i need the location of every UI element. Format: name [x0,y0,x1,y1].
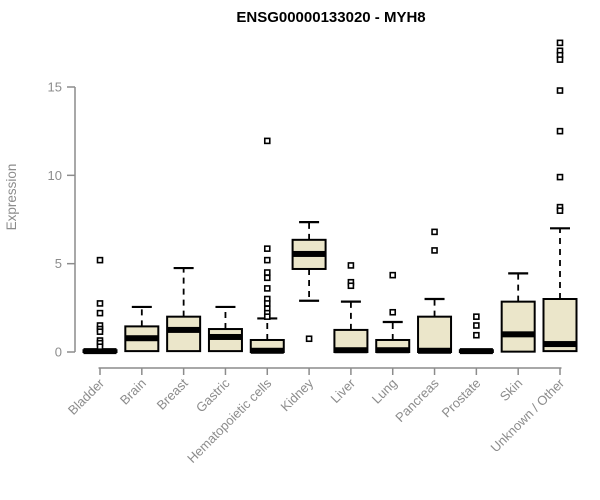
y-tick-label: 15 [48,80,62,95]
median-bar [250,347,284,354]
y-tick-label: 5 [55,256,62,271]
outlier-point [263,274,271,282]
outlier-point [96,343,104,351]
outlier-point [263,245,271,252]
outlier-point [556,87,564,94]
median-bar [334,347,368,354]
median-bar [167,326,201,333]
outlier-point [389,271,397,279]
outlier-point [263,285,271,292]
outlier-point [96,309,104,317]
x-category-label: Skin [497,376,525,404]
x-category-label: Prostate [439,376,484,421]
outlier-point [96,256,104,264]
x-category-label: Pancreas [392,375,442,425]
outlier-point [431,228,438,236]
x-category-label: Breast [154,375,191,412]
outlier-point [305,335,313,343]
outlier-point [263,313,271,320]
box [500,300,536,353]
x-category-label: Liver [327,375,358,406]
outlier-point [263,269,271,276]
median-bar [501,331,535,338]
outlier-point [96,300,104,307]
outlier-point [389,308,397,316]
outlier-point [473,331,480,339]
box [417,315,453,353]
outlier-point [263,256,271,264]
outlier-point [96,328,104,335]
median-bar [376,347,410,354]
x-category-label: Unknown / Other [488,375,568,455]
x-category-label: Kidney [277,375,316,414]
outlier-point [431,247,438,254]
y-axis-title: Expression [4,164,19,231]
outlier-point [347,282,355,290]
median-bar [418,347,452,354]
outlier-point [347,262,355,269]
chart-title: ENSG00000133020 - MYH8 [236,9,425,26]
median-bar [543,341,577,348]
median-bar [83,348,117,355]
y-tick-label: 10 [48,168,62,183]
outlier-point [556,56,564,63]
outlier-point [556,127,564,135]
x-category-label: Brain [117,376,149,408]
x-category-label: Gastric [193,375,233,415]
outlier-point [556,207,564,214]
y-tick-label: 0 [55,345,62,360]
outlier-point [473,322,480,329]
median-bar [459,348,493,355]
median-bar [125,335,159,342]
outlier-point [556,173,564,181]
median-bar [208,333,242,340]
x-category-label: Lung [369,376,400,407]
outlier-point [263,137,271,145]
outlier-point [263,300,271,307]
outlier-point [473,313,480,320]
box [207,328,243,353]
x-category-label: Bladder [65,375,108,418]
outlier-point [556,39,564,47]
box [166,315,202,353]
median-bar [292,250,326,257]
